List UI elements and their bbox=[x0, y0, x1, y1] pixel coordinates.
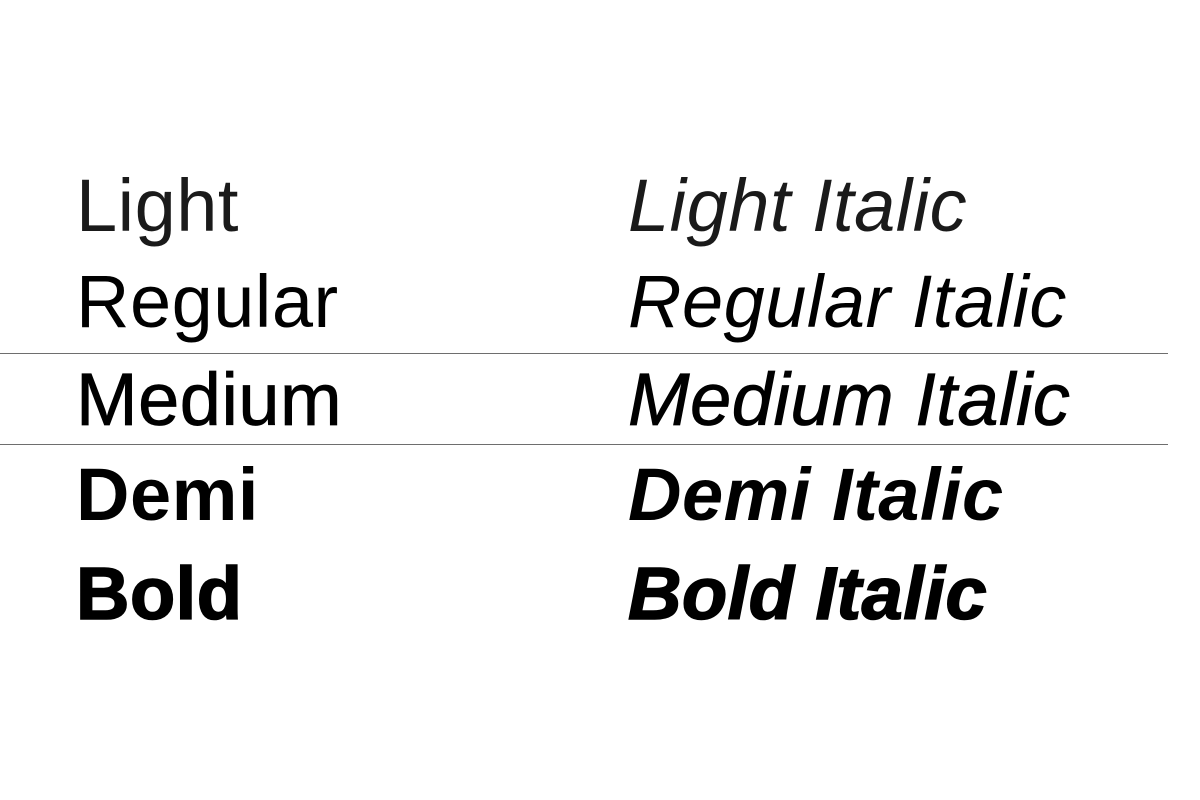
divider-top bbox=[0, 353, 1168, 354]
style-label-medium: Medium bbox=[76, 358, 343, 442]
weight-row-demi: Demi Demi Italic bbox=[0, 447, 1200, 543]
style-label-medium-italic: Medium Italic bbox=[628, 358, 1071, 442]
style-label-regular-italic: Regular Italic bbox=[628, 260, 1067, 343]
style-label-regular: Regular bbox=[76, 260, 339, 343]
weight-row-medium: Medium Medium Italic bbox=[0, 352, 1200, 448]
style-label-light: Light bbox=[76, 164, 239, 247]
divider-bottom bbox=[0, 444, 1168, 445]
style-label-demi: Demi bbox=[76, 453, 259, 536]
style-label-bold-italic: Bold Italic bbox=[627, 551, 988, 636]
weight-row-bold: Bold Bold Italic bbox=[0, 546, 1200, 642]
style-label-light-italic: Light Italic bbox=[628, 164, 968, 247]
weight-row-regular: Regular Regular Italic bbox=[0, 254, 1200, 350]
style-label-demi-italic: Demi Italic bbox=[628, 453, 1004, 536]
style-label-bold: Bold bbox=[75, 551, 243, 636]
weight-row-light: Light Light Italic bbox=[0, 158, 1200, 254]
